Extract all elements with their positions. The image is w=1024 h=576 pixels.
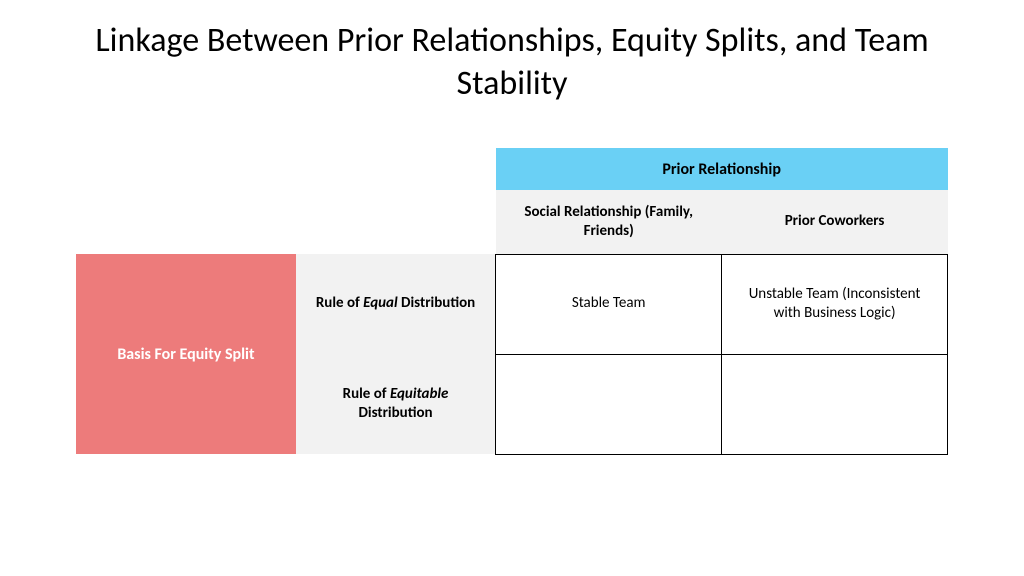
page-title: Linkage Between Prior Relationships, Equ… [0,0,1024,129]
corner-blank-3 [76,190,296,254]
row-header-0-italic: Equal [363,294,397,312]
row-header-0-prefix: Rule of [316,294,363,312]
corner-blank-4 [296,190,496,254]
row-header-0: Rule of Equal Distribution [296,254,496,354]
col-group-header: Prior Relationship [496,148,948,190]
row-header-1: Rule of Equitable Distribution [296,354,496,454]
row-header-1-suffix: Distribution [358,404,432,422]
corner-blank-1 [76,148,296,190]
col-header-0: Social Relationship (Family, Friends) [496,190,722,254]
col-header-1: Prior Coworkers [722,190,948,254]
cell-1-0 [496,354,722,454]
cell-1-1 [722,354,948,454]
row-group-header: Basis For Equity Split [76,254,296,454]
row-header-1-italic: Equitable [390,385,448,403]
corner-blank-2 [296,148,496,190]
row-header-1-prefix: Rule of [343,385,390,403]
row-header-0-suffix: Distribution [398,294,476,312]
cell-0-0: Stable Team [496,254,722,354]
matrix-grid: Prior Relationship Social Relationship (… [76,148,948,455]
cell-0-1: Unstable Team (Inconsistent with Busines… [722,254,948,354]
